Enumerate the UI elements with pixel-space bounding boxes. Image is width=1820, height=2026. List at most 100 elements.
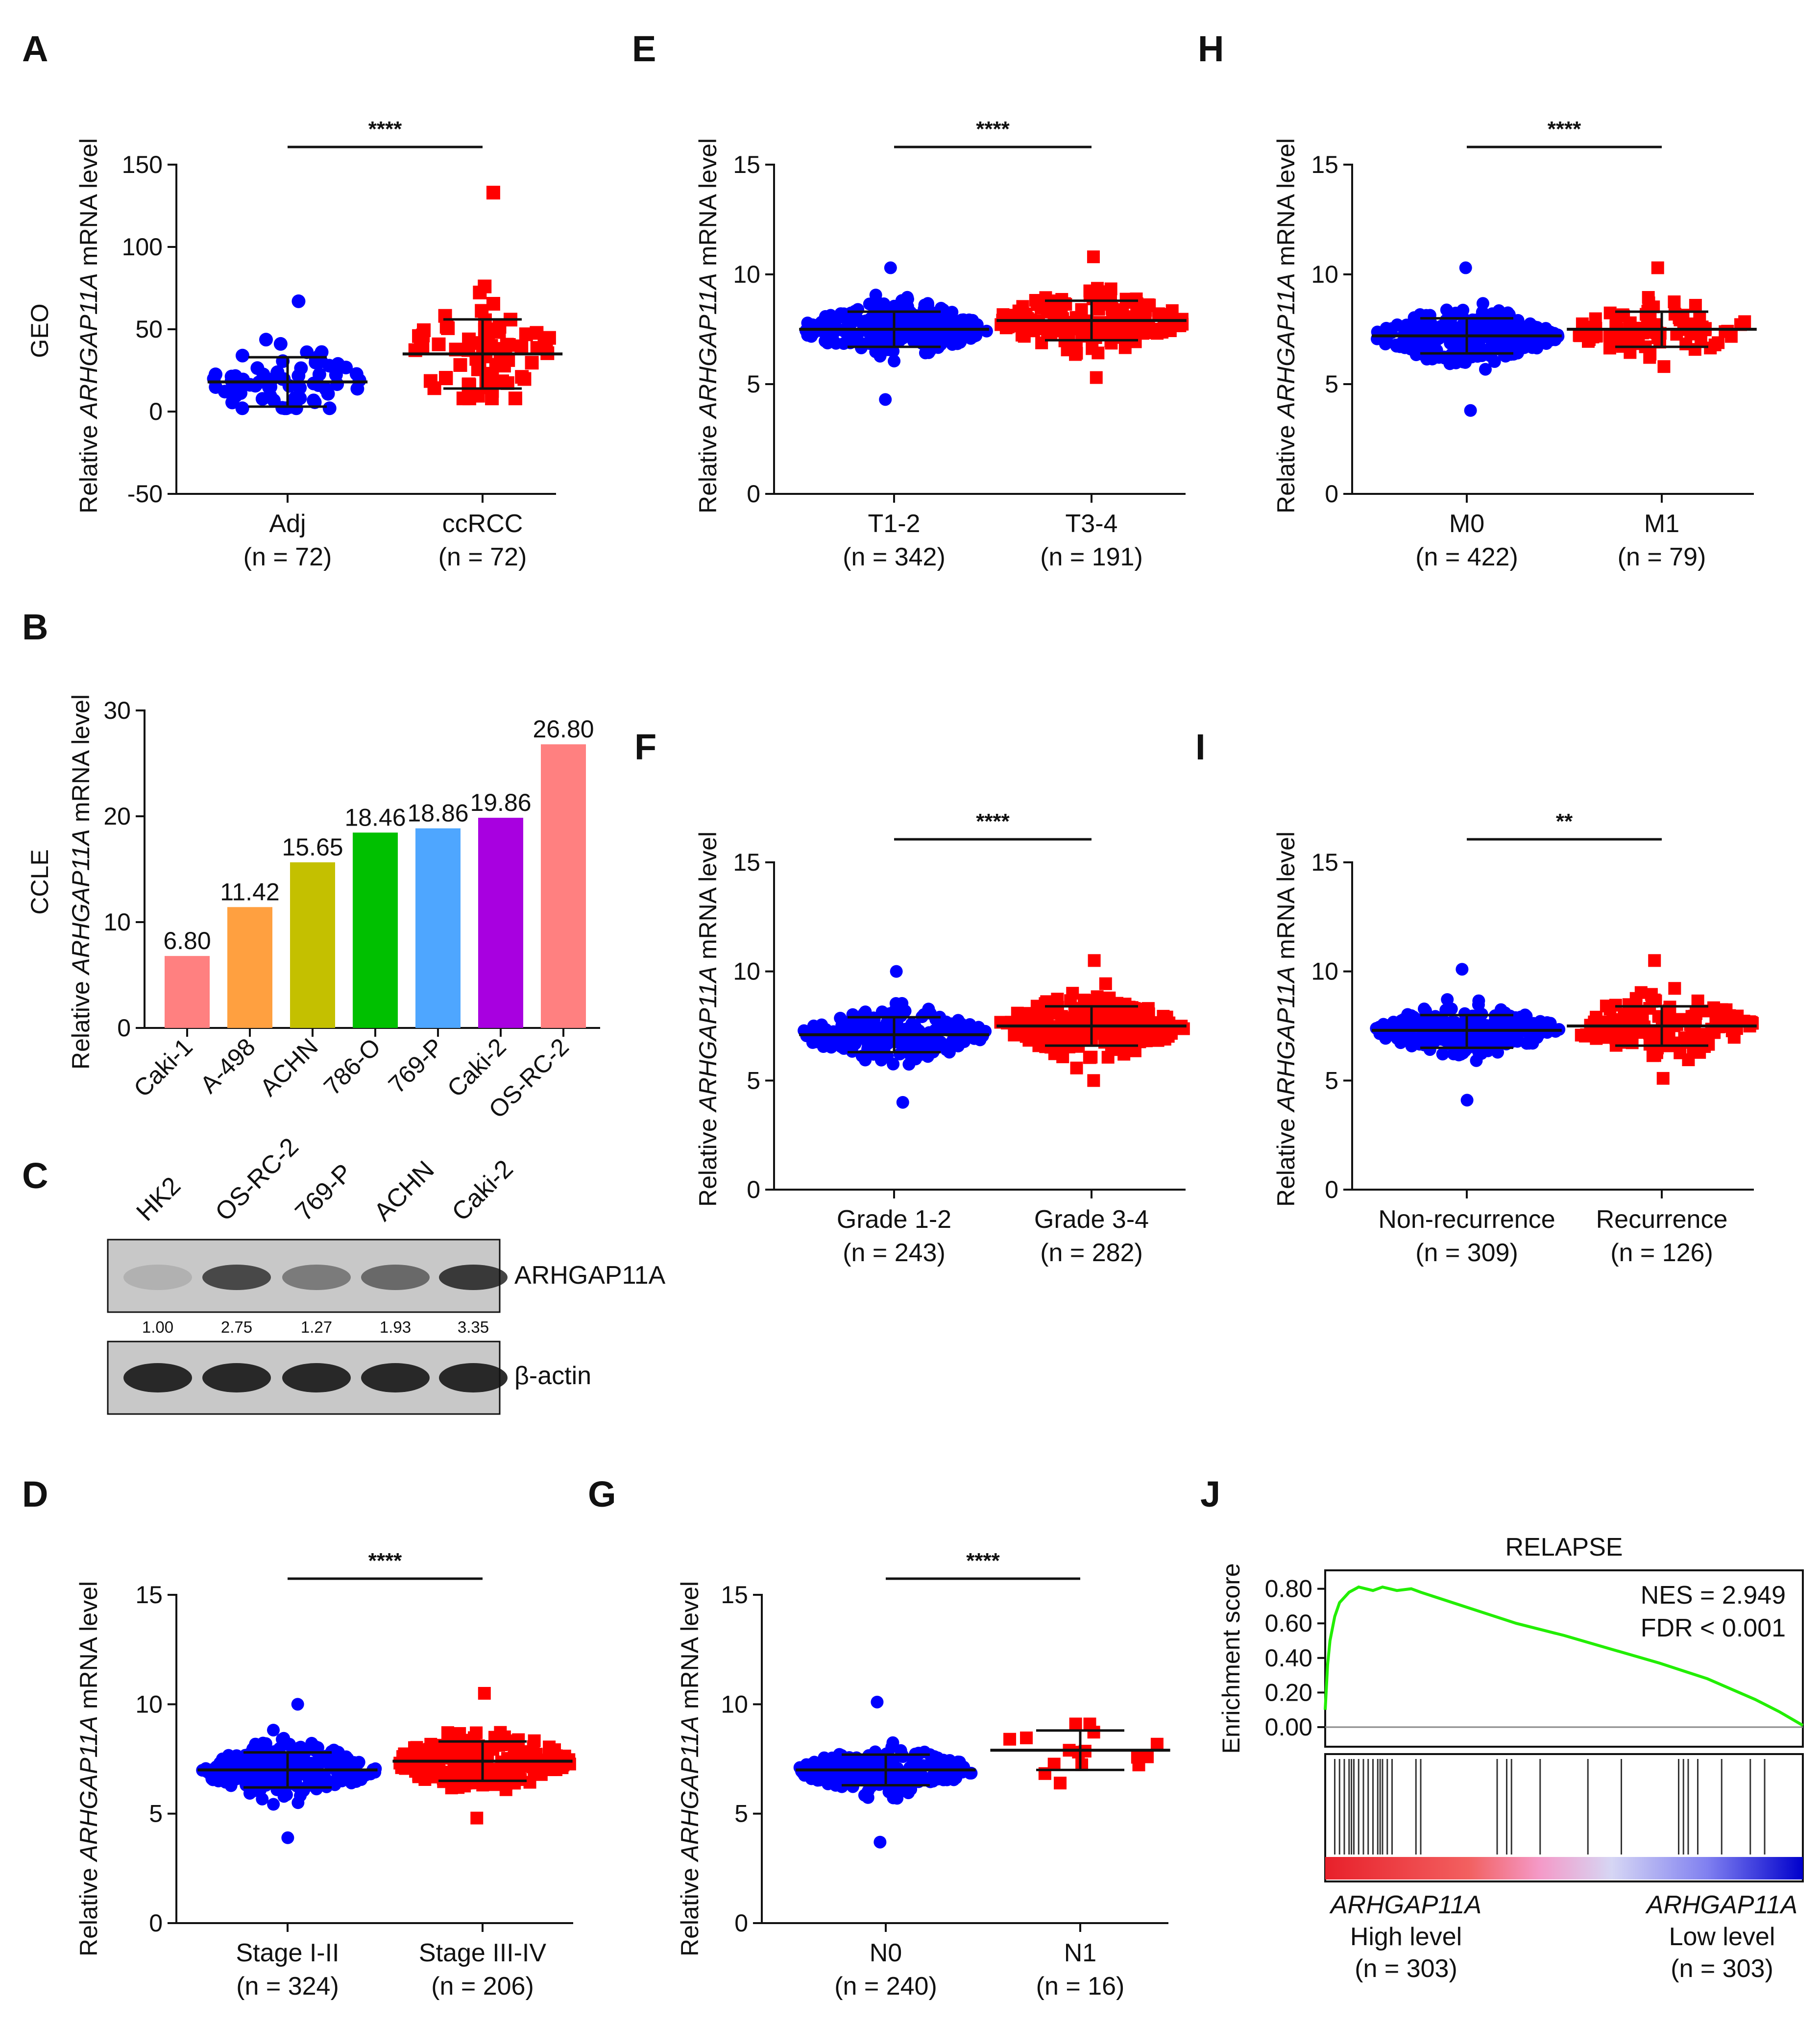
data-point [283, 1757, 296, 1770]
data-point [972, 1021, 985, 1034]
data-point [273, 1747, 287, 1760]
data-point [874, 1835, 887, 1849]
group-label: N0 [870, 1939, 902, 1967]
y-title-suffix: mRNA level [1272, 831, 1300, 966]
data-point [281, 1831, 294, 1844]
y-title-suffix: mRNA level [694, 138, 722, 273]
data-point [1539, 324, 1552, 338]
data-point [1117, 1048, 1131, 1061]
data-point [1464, 404, 1477, 417]
data-point [1575, 1028, 1588, 1042]
data-point [239, 1775, 252, 1788]
bar-value-label: 6.80 [163, 927, 211, 954]
scatter-panel-D: 0 5 10 15 Stage I-II (n = 324) Stage III-IV (n … [135, 1549, 576, 2001]
data-point [1020, 1731, 1033, 1744]
data-point [903, 1047, 916, 1060]
y-tick-label: 10 [1311, 261, 1338, 288]
data-point [1488, 1030, 1502, 1044]
data-point [874, 1053, 888, 1067]
right-level-label: Low level [1669, 1923, 1775, 1951]
data-point [1104, 282, 1117, 295]
data-point [293, 391, 307, 405]
significance-label: **** [976, 117, 1010, 141]
group-label: Grade 1-2 [837, 1205, 951, 1234]
significance-label: **** [1548, 117, 1581, 141]
data-point [1506, 314, 1520, 327]
data-point [1455, 349, 1468, 362]
data-point [953, 1756, 966, 1769]
right-gene-label: ARHGAP11A [1645, 1891, 1797, 1919]
y-tick-label: 15 [733, 151, 760, 178]
y-title-suffix: mRNA level [1272, 138, 1300, 273]
data-point [1082, 994, 1095, 1007]
data-point [1457, 336, 1471, 349]
significance-label: **** [976, 809, 1010, 833]
group-label: Stage III-IV [419, 1939, 546, 1967]
data-point [835, 1040, 848, 1053]
data-point [1721, 324, 1734, 338]
y-axis-title-F: Relative ARHGAP11A mRNA level [694, 831, 722, 1207]
data-point [1410, 327, 1423, 340]
bar-panel-B: 0 10 20 30 6.80 Caki-1 11.42 A-498 15.65 ACHN 18.4… [103, 697, 600, 1123]
data-point [256, 367, 270, 382]
group-n-label: (n = 16) [1036, 1972, 1125, 2001]
scatter-panel-F: 0 5 10 15 Grade 1-2 (n = 243) Grade 3-4 (n = 28… [733, 809, 1190, 1267]
data-point [207, 372, 221, 386]
lane-label: ACHN [368, 1155, 439, 1226]
data-point [1087, 1074, 1100, 1087]
data-point [490, 323, 505, 338]
data-point [866, 1018, 879, 1031]
data-point [329, 364, 343, 378]
data-point [322, 401, 337, 415]
data-point [484, 371, 498, 385]
band-quantification: 2.75 [221, 1318, 252, 1336]
y-tick-label: -50 [127, 480, 163, 508]
data-point [1003, 1733, 1017, 1746]
panel-label-A: A [22, 28, 48, 69]
data-point [445, 1782, 458, 1795]
panel-label-C: C [22, 1155, 48, 1196]
y-tick-label: 0.80 [1265, 1575, 1312, 1603]
data-point [467, 1761, 480, 1774]
data-point [228, 389, 243, 403]
blot-membrane-arhgap11a [107, 1239, 501, 1313]
data-point [964, 332, 977, 345]
y-tick-label: 15 [721, 1581, 748, 1609]
data-point [462, 391, 477, 406]
data-point [424, 1737, 437, 1751]
data-point [263, 389, 277, 403]
data-point [1603, 1002, 1617, 1016]
data-point [256, 1736, 269, 1750]
y-tick-label: 0.60 [1265, 1610, 1312, 1637]
lane-label: 769-P [290, 1158, 358, 1226]
data-point [1436, 1048, 1449, 1061]
data-point [300, 345, 314, 359]
group-label: Adj [269, 510, 306, 538]
data-point [1114, 316, 1127, 329]
y-tick-label: 0 [149, 1909, 163, 1937]
data-point [832, 1755, 845, 1768]
data-point [1644, 347, 1657, 361]
y-title-gene: ARHGAP11A [67, 829, 95, 976]
category-label: 786-O [318, 1033, 386, 1100]
protein-band [361, 1363, 430, 1392]
lane-label: OS-RC-2 [210, 1132, 304, 1226]
data-point [439, 371, 453, 386]
protein-band [123, 1265, 192, 1290]
data-point [293, 1789, 307, 1802]
data-point [1651, 261, 1664, 274]
data-point [562, 1753, 576, 1766]
scatter-panel-G: 0 5 10 15 N0 (n = 240) N1 (n = 16) **** [721, 1549, 1170, 2001]
left-gene-label: ARHGAP11A [1329, 1891, 1481, 1919]
data-point [1657, 360, 1671, 373]
y-title-prefix: Relative [67, 974, 95, 1070]
data-point [884, 261, 897, 274]
bar-achn [290, 862, 335, 1028]
data-point [1136, 306, 1149, 319]
data-point [1707, 1001, 1720, 1014]
y-title-prefix: Relative [1272, 418, 1300, 513]
group-label: Stage I-II [236, 1939, 340, 1967]
y-title-gene: ARHGAP11A [75, 1716, 102, 1862]
y-tick-label: 15 [1311, 151, 1338, 178]
data-point [1514, 1010, 1528, 1024]
